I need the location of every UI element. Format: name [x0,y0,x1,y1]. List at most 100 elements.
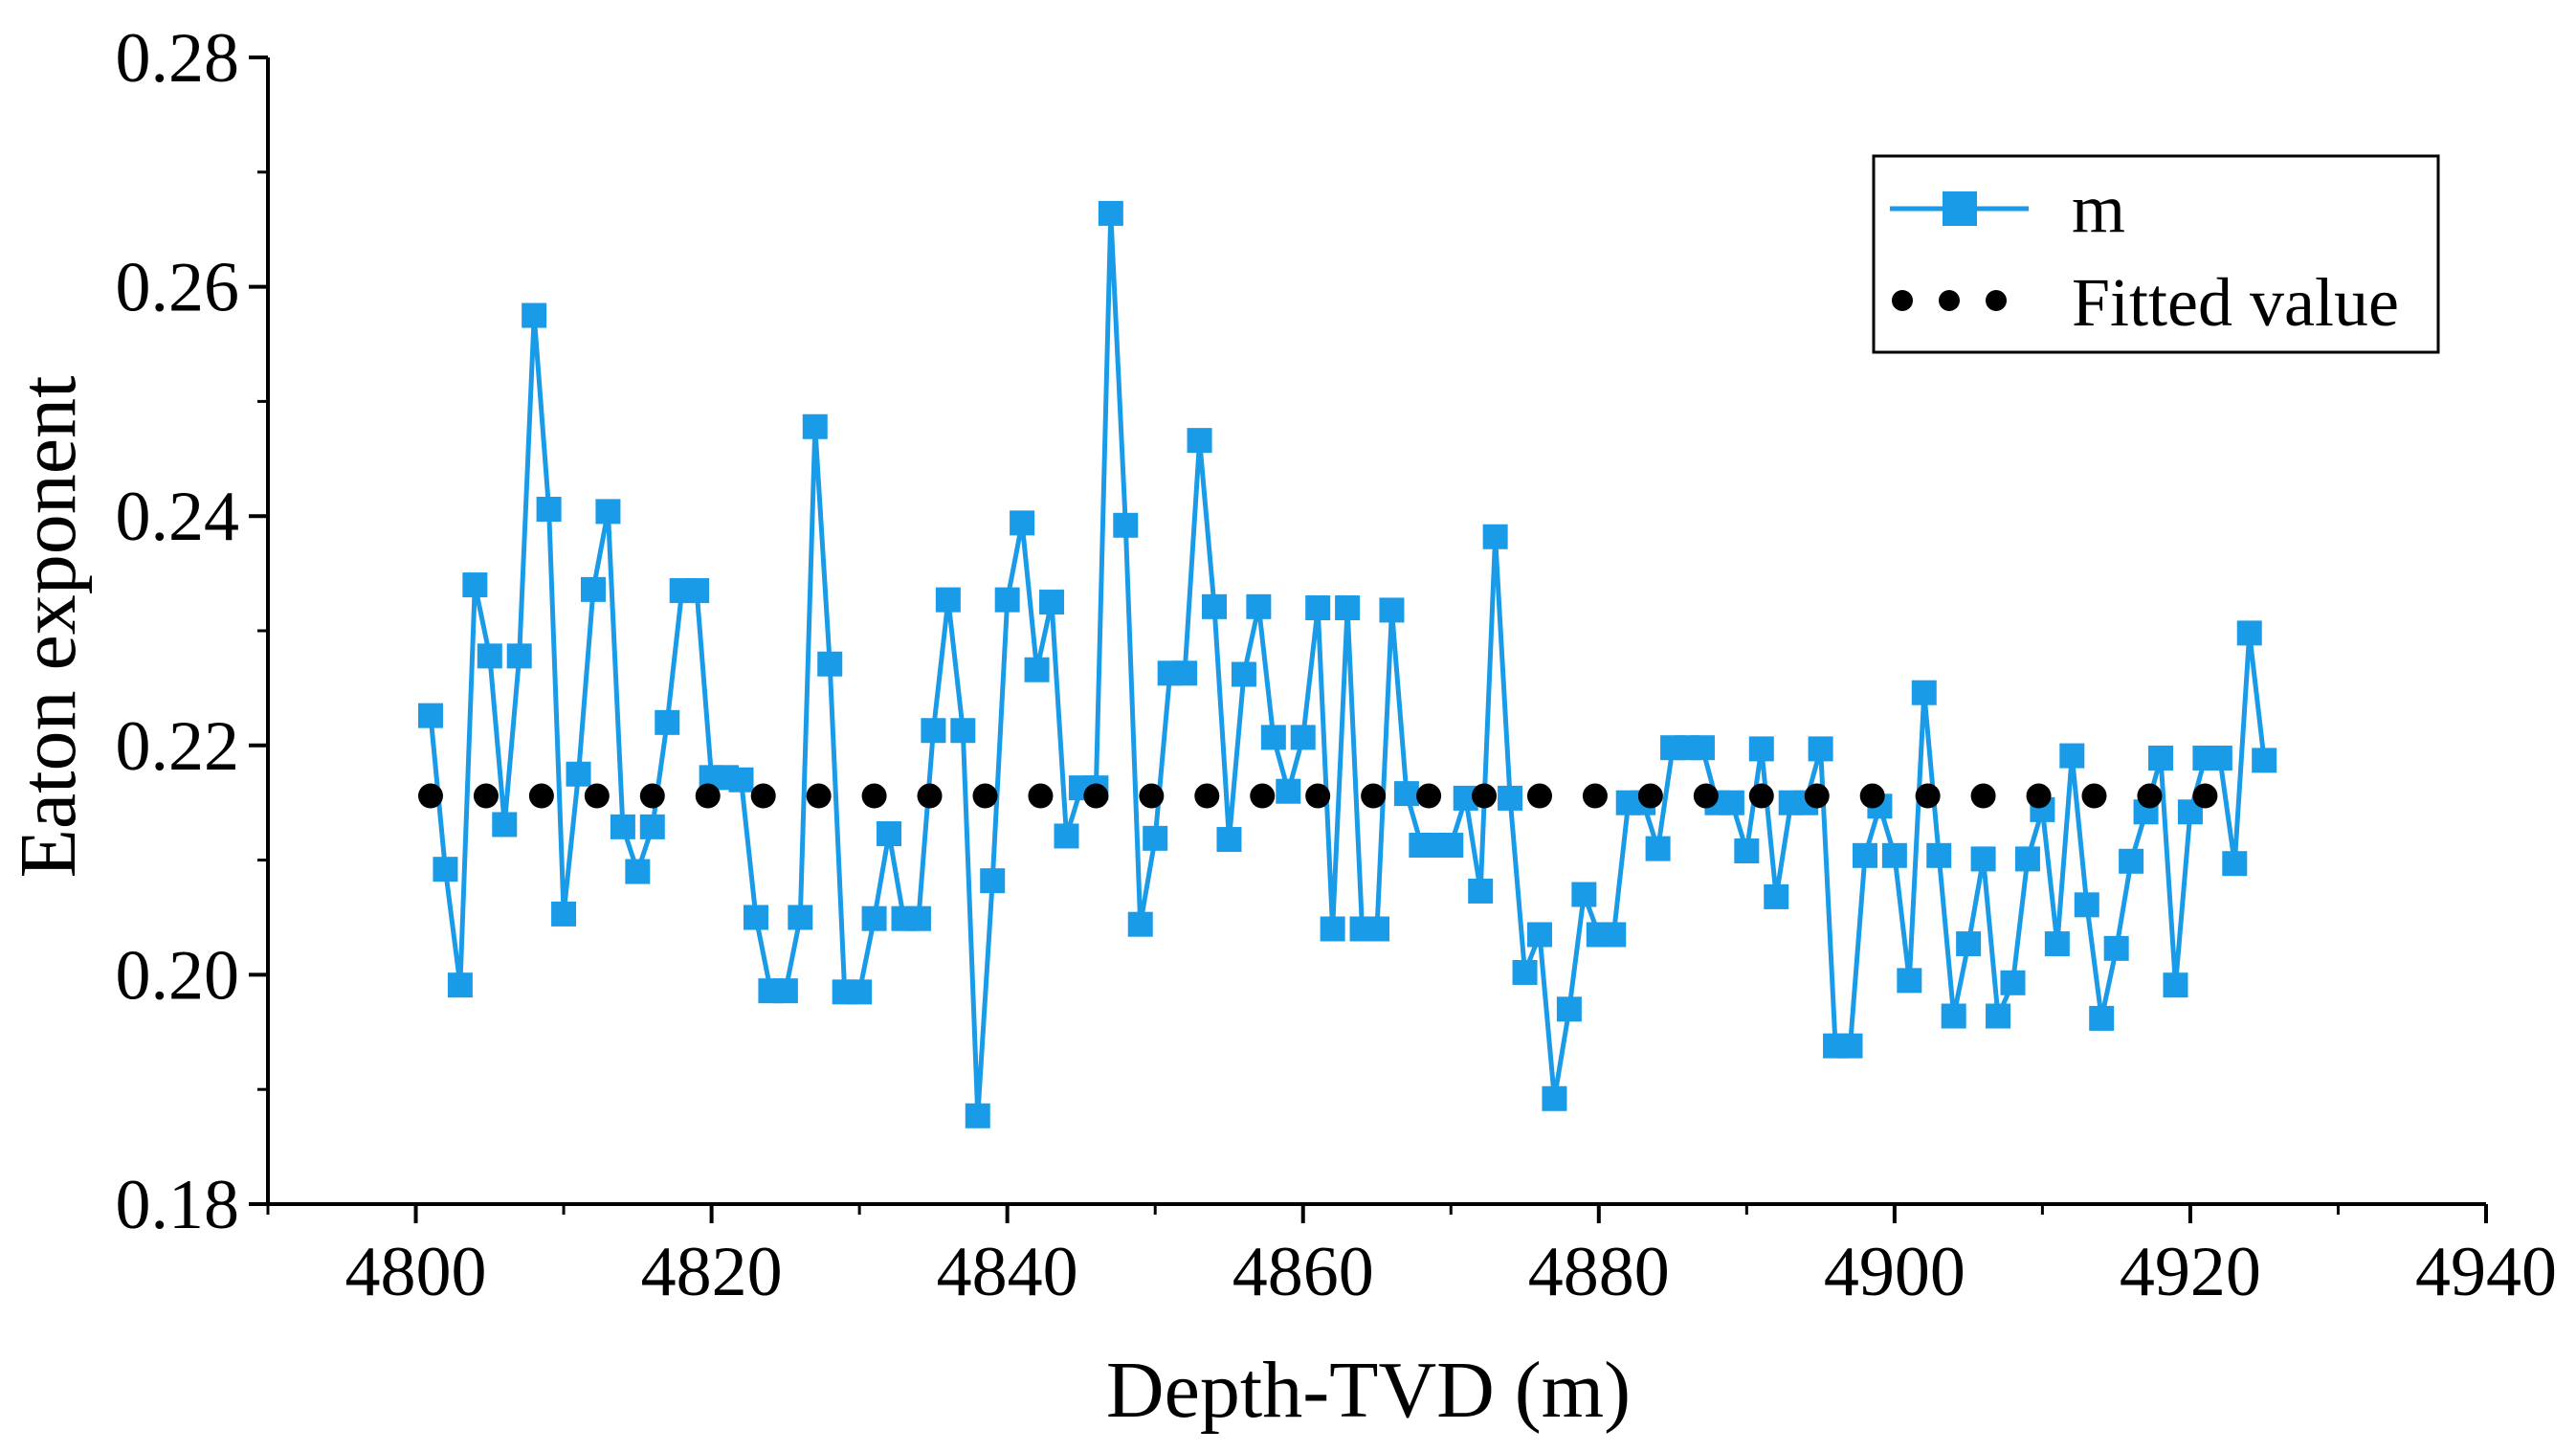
data-point-m [877,821,902,847]
data-point-m [788,905,813,930]
data-point-m [1246,593,1272,619]
legend-fitted-dot [1986,290,2007,311]
data-point-m [1719,790,1744,815]
data-point-m [921,718,946,744]
data-point-fitted [972,783,998,809]
data-point-m [1098,200,1123,226]
data-point-m [684,578,710,604]
data-point-m [1512,960,1538,986]
data-point-m [2089,1005,2115,1031]
data-point-m [1054,823,1079,849]
data-point-fitted [1748,783,1774,809]
data-point-m [1498,785,1523,811]
x-tick-label: 4880 [1528,1233,1670,1311]
data-point-fitted [2137,783,2163,809]
data-point-fitted [639,783,665,809]
data-point-m [2163,972,2188,998]
data-point-m [1231,661,1256,687]
data-point-m [1113,512,1139,538]
legend-box [1872,154,2440,354]
data-point-m [2207,745,2232,771]
data-point-m [1526,922,1552,948]
data-point-m [580,576,606,602]
data-point-m [1881,842,1907,868]
data-point-fitted [1859,783,1885,809]
data-point-fitted [528,783,554,809]
data-point-fitted [1250,783,1276,809]
data-point-m [1897,968,1922,994]
data-point-m [2000,970,2026,995]
data-point-fitted [917,783,943,809]
data-point-m [1956,931,1982,957]
legend-m-marker [1943,191,1977,226]
data-point-fitted [2026,783,2052,809]
data-point-m [462,572,488,598]
data-point-m [1365,916,1389,942]
data-point-m [1216,827,1242,853]
data-point-fitted [1083,783,1109,809]
legend-fitted-label: Fitted value [2072,264,2399,341]
data-point-m [1482,524,1508,549]
data-point-m [1039,590,1065,615]
data-point-m [610,814,635,839]
ticks: 4800 4820 4840 4860 4880 4900 4920 4940 0.18 0.20… [116,19,2558,1311]
data-point-m [536,497,562,523]
data-point-fitted [861,783,887,809]
legend-m-label: m [2072,170,2125,247]
data-point-m [1335,595,1361,621]
y-tick-label: 0.22 [116,707,240,786]
x-tick-label: 4920 [2120,1233,2261,1311]
data-point-m [492,812,518,838]
data-point-m [994,587,1020,613]
data-point-m [1393,781,1419,807]
data-point-fitted [1693,783,1719,809]
data-point-fitted [695,783,721,809]
data-point-m [1764,883,1789,909]
data-point-m [2014,846,2040,872]
data-point-m [506,643,532,669]
series-m [417,200,2277,1128]
data-point-fitted [1637,783,1663,809]
data-point-m [1143,825,1168,851]
legend-fitted-dot [1892,290,1913,311]
y-tick-label: 0.26 [116,249,240,327]
data-point-m [1808,736,1833,762]
data-point-fitted [1582,783,1608,809]
data-point-m [2236,620,2262,646]
data-point-fitted [1970,783,1996,809]
data-point-fitted [1416,783,1442,809]
data-point-m [905,905,931,931]
data-point-fitted [806,783,832,809]
data-point-m [1645,836,1671,861]
data-point-fitted [1361,783,1387,809]
data-point-m [1260,725,1286,750]
data-point-m [980,868,1006,894]
data-point-m [522,302,547,328]
data-point-m [817,651,843,677]
data-point-m [2074,892,2099,918]
data-point-m [2252,748,2277,773]
legend: m Fitted value [1872,154,2440,354]
data-point-fitted [750,783,776,809]
data-point-m [595,499,621,525]
data-point-m [1748,736,1774,762]
data-point-m [477,643,502,669]
data-point-m [2059,743,2085,769]
data-point-m [1276,778,1301,804]
data-point-m [1024,657,1050,682]
data-point-m [1468,878,1494,904]
x-tick-label: 4940 [2415,1233,2557,1311]
x-tick-label: 4800 [345,1233,487,1311]
data-point-m [965,1103,990,1128]
data-point-m [1837,1033,1863,1059]
data-point-m [743,905,768,930]
data-point-m [1941,1003,1966,1029]
data-point-m [1986,1003,2011,1029]
data-point-fitted [2081,783,2107,809]
data-point-fitted [1139,783,1165,809]
data-point-m [1438,833,1464,859]
data-point-m [1689,735,1715,761]
data-point-m [2119,848,2144,874]
data-point-m [1911,680,1937,705]
data-point-m [1010,510,1035,536]
